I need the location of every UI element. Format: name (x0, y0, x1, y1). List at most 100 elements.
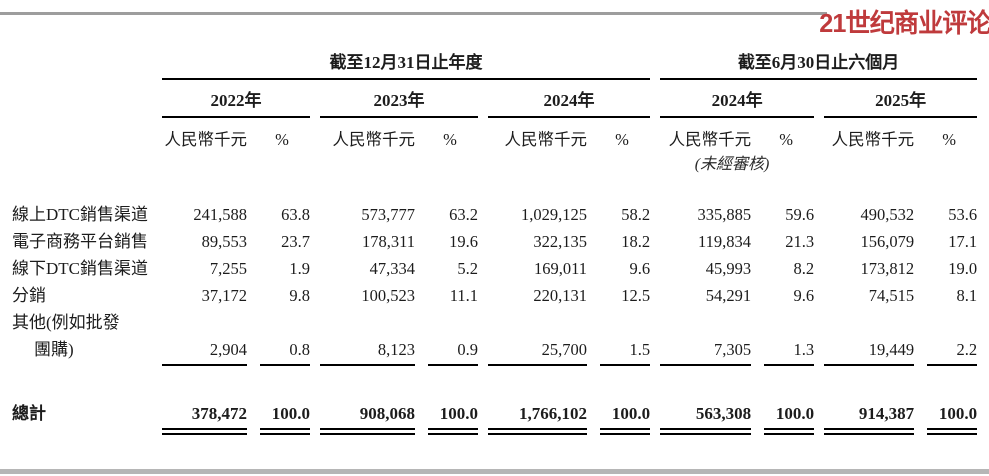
percent-cell: 2.2 (956, 340, 978, 360)
percent-cell: 59.6 (785, 205, 815, 225)
percent-cell: 19.6 (449, 232, 478, 252)
revenue-by-channel-table: 截至12月31日止年度 截至6月30日止六個月 2022年 2023年 2024… (12, 42, 978, 438)
amount-cell: 573,777 (361, 205, 415, 225)
total-percent-cell: 100.0 (775, 404, 815, 424)
row-label-continued: 團購) (34, 340, 74, 360)
percent-cell: 9.6 (629, 259, 651, 279)
total-double-rule-row (12, 424, 978, 438)
amount-cell: 2,904 (209, 340, 247, 360)
amount-cell: 37,172 (201, 286, 247, 306)
amount-cell: 100,523 (361, 286, 415, 306)
row-label: 其他(例如批發 (12, 313, 120, 333)
row-label: 線上DTC銷售渠道 (12, 205, 148, 225)
amount-cell: 173,812 (860, 259, 915, 279)
amount-cell: 8,123 (377, 340, 415, 360)
table-row-others-line1: 其他(例如批發 (12, 306, 977, 333)
unit-header-percent: % (443, 130, 457, 150)
amount-cell: 45,993 (705, 259, 752, 279)
year-2023: 2023年 (310, 80, 478, 118)
amount-cell: 7,255 (209, 259, 247, 279)
amount-cell: 220,131 (533, 286, 587, 306)
percent-cell: 8.1 (956, 286, 978, 306)
spacer-row (12, 174, 977, 198)
unit-header-amount: 人民幣千元 (504, 130, 588, 150)
table-row-online-dtc: 線上DTC銷售渠道 241,588 63.8 573,777 63.2 1,02… (12, 198, 977, 225)
section-header-row: 截至12月31日止年度 截至6月30日止六個月 (12, 42, 978, 80)
amount-cell: 490,532 (860, 205, 915, 225)
amount-cell: 74,515 (868, 286, 915, 306)
bottom-divider (0, 469, 989, 474)
subtotal-rule-row (12, 360, 978, 373)
year-2024-interim: 2024年 (650, 80, 815, 118)
table-row-ecommerce: 電子商務平台銷售 89,553 23.7 178,311 19.6 322,13… (12, 225, 977, 252)
percent-cell: 18.2 (621, 232, 651, 252)
unit-header-amount: 人民幣千元 (332, 130, 416, 150)
unit-header-percent: % (779, 130, 793, 150)
unit-header-percent: % (942, 130, 956, 150)
unaudited-note-row: (未經審核) (12, 150, 977, 174)
table-row-offline-dtc: 線下DTC銷售渠道 7,255 1.9 47,334 5.2 169,011 9… (12, 252, 977, 279)
spacer-row (12, 373, 977, 400)
total-label: 總計 (12, 404, 46, 424)
unit-header-percent: % (615, 130, 629, 150)
unit-header-amount: 人民幣千元 (831, 130, 915, 150)
corner-cell (12, 42, 152, 80)
percent-cell: 0.9 (457, 340, 478, 360)
section-annual: 截至12月31日止年度 (152, 42, 651, 80)
section-interim-title: 截至6月30日止六個月 (660, 53, 978, 80)
year-header-row: 2022年 2023年 2024年 2024年 2025年 (12, 80, 978, 118)
amount-cell: 169,011 (533, 259, 587, 279)
percent-cell: 1.3 (793, 340, 815, 360)
section-interim: 截至6月30日止六個月 (650, 42, 978, 80)
table-row-total: 總計 378,472 100.0 908,068 100.0 1,766,102… (12, 400, 977, 424)
total-percent-cell: 100.0 (611, 404, 651, 424)
publication-logo: 21世纪商业评论 (819, 8, 989, 38)
percent-cell: 5.2 (457, 259, 478, 279)
percent-cell: 58.2 (621, 205, 651, 225)
total-amount-cell: 908,068 (359, 404, 415, 424)
total-amount-cell: 1,766,102 (519, 404, 587, 424)
row-label: 電子商務平台銷售 (12, 232, 148, 252)
amount-cell: 241,588 (193, 205, 247, 225)
section-annual-title: 截至12月31日止年度 (162, 53, 651, 80)
amount-cell: 335,885 (697, 205, 752, 225)
amount-cell: 47,334 (369, 259, 415, 279)
percent-cell: 9.8 (289, 286, 310, 306)
total-amount-cell: 378,472 (191, 404, 247, 424)
total-amount-cell: 914,387 (858, 404, 915, 424)
percent-cell: 19.0 (948, 259, 978, 279)
percent-cell: 53.6 (948, 205, 978, 225)
percent-cell: 63.8 (281, 205, 310, 225)
year-2025-interim: 2025年 (814, 80, 978, 118)
amount-cell: 119,834 (698, 232, 752, 252)
year-2024: 2024年 (478, 80, 651, 118)
amount-cell: 89,553 (201, 232, 247, 252)
percent-cell: 17.1 (948, 232, 978, 252)
percent-cell: 23.7 (281, 232, 310, 252)
percent-cell: 1.9 (289, 259, 310, 279)
percent-cell: 21.3 (785, 232, 815, 252)
total-percent-cell: 100.0 (439, 404, 478, 424)
unit-header-row: 人民幣千元 % 人民幣千元 % 人民幣千元 % 人民幣千元 % 人民幣千元 % (12, 118, 977, 150)
table-row-others-line2: 團購) 2,904 0.8 8,123 0.9 25,700 1.5 7,305… (12, 333, 977, 360)
unit-header-amount: 人民幣千元 (668, 130, 752, 150)
amount-cell: 54,291 (705, 286, 752, 306)
percent-cell: 1.5 (629, 340, 651, 360)
percent-cell: 8.2 (793, 259, 815, 279)
header-divider (0, 12, 827, 15)
percent-cell: 12.5 (621, 286, 651, 306)
table-row-distribution: 分銷 37,172 9.8 100,523 11.1 220,131 12.5 … (12, 279, 977, 306)
amount-cell: 7,305 (713, 340, 752, 360)
amount-cell: 1,029,125 (521, 205, 587, 225)
total-amount-cell: 563,308 (695, 404, 752, 424)
row-label: 分銷 (12, 286, 46, 306)
amount-cell: 178,311 (361, 232, 415, 252)
percent-cell: 11.1 (449, 286, 478, 306)
year-2022: 2022年 (152, 80, 310, 118)
percent-cell: 63.2 (449, 205, 478, 225)
amount-cell: 25,700 (541, 340, 587, 360)
unit-header-percent: % (275, 130, 289, 150)
percent-cell: 0.8 (289, 340, 310, 360)
amount-cell: 19,449 (868, 340, 915, 360)
